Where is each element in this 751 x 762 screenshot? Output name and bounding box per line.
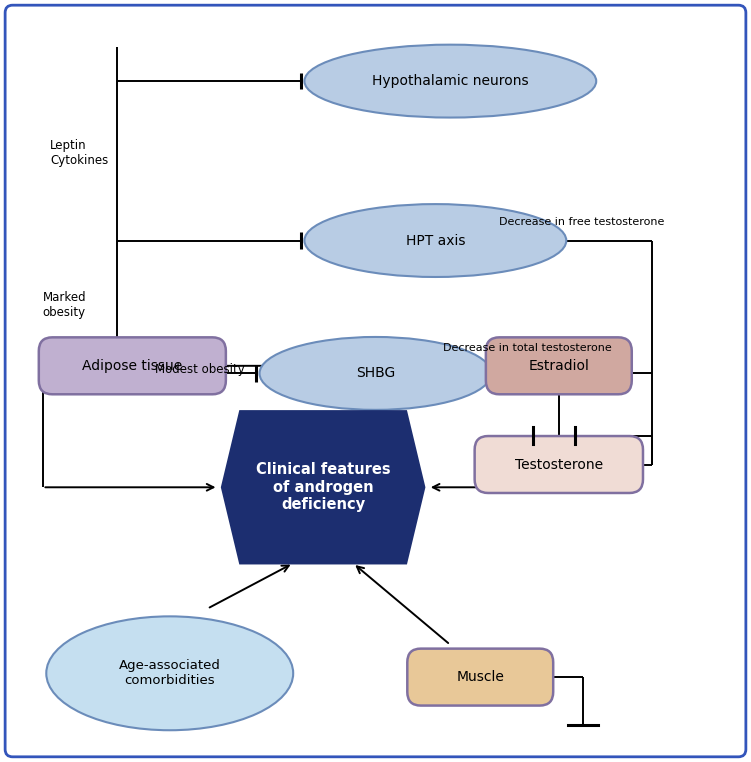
- FancyBboxPatch shape: [39, 338, 226, 394]
- Text: Hypothalamic neurons: Hypothalamic neurons: [372, 74, 529, 88]
- Text: Decrease in total testosterone: Decrease in total testosterone: [443, 344, 611, 354]
- Text: Decrease in free testosterone: Decrease in free testosterone: [499, 216, 665, 226]
- Text: Modest obesity: Modest obesity: [155, 363, 245, 376]
- Text: Age-associated
comorbidities: Age-associated comorbidities: [119, 659, 221, 687]
- Ellipse shape: [304, 204, 566, 277]
- FancyBboxPatch shape: [475, 436, 643, 493]
- Ellipse shape: [47, 616, 293, 730]
- FancyBboxPatch shape: [486, 338, 632, 394]
- Ellipse shape: [260, 337, 491, 410]
- Text: Marked
obesity: Marked obesity: [43, 291, 86, 319]
- Text: Muscle: Muscle: [457, 670, 504, 684]
- FancyBboxPatch shape: [407, 648, 553, 706]
- Text: Adipose tissue: Adipose tissue: [82, 359, 182, 373]
- FancyBboxPatch shape: [5, 5, 746, 757]
- Text: Estradiol: Estradiol: [529, 359, 590, 373]
- Ellipse shape: [304, 45, 596, 117]
- Text: HPT axis: HPT axis: [406, 233, 465, 248]
- Text: Leptin
Cytokines: Leptin Cytokines: [50, 139, 108, 167]
- Text: Testosterone: Testosterone: [514, 457, 603, 472]
- Text: Clinical features
of androgen
deficiency: Clinical features of androgen deficiency: [256, 463, 391, 512]
- Polygon shape: [222, 411, 424, 563]
- Text: SHBG: SHBG: [356, 367, 395, 380]
